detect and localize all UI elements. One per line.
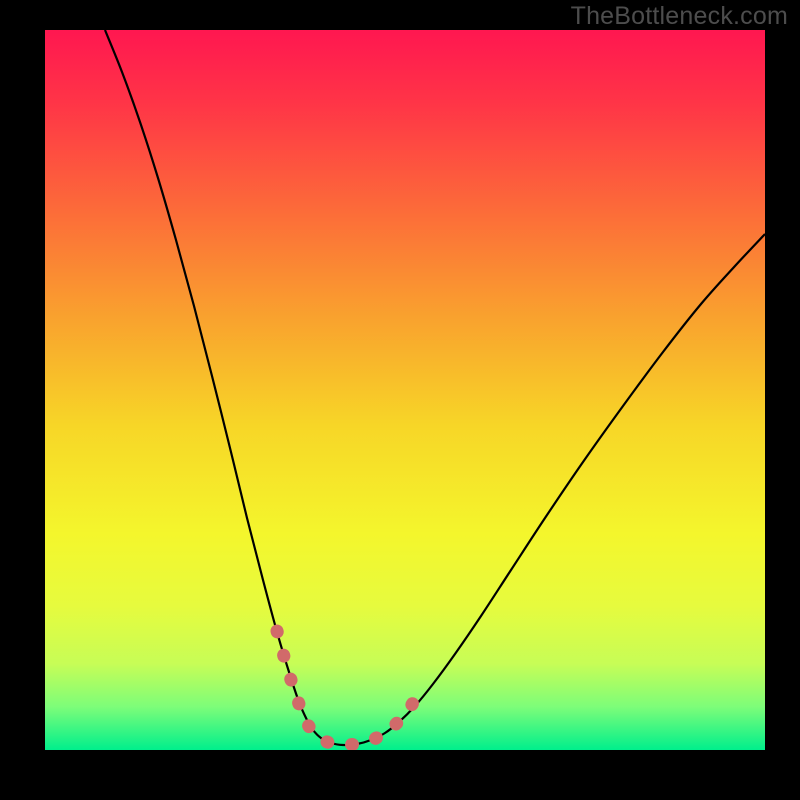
plot-background [45,30,765,750]
chart-stage: TheBottleneck.com [0,0,800,800]
watermark-text: TheBottleneck.com [571,2,788,31]
plot-area [45,30,765,750]
plot-svg [45,30,765,750]
